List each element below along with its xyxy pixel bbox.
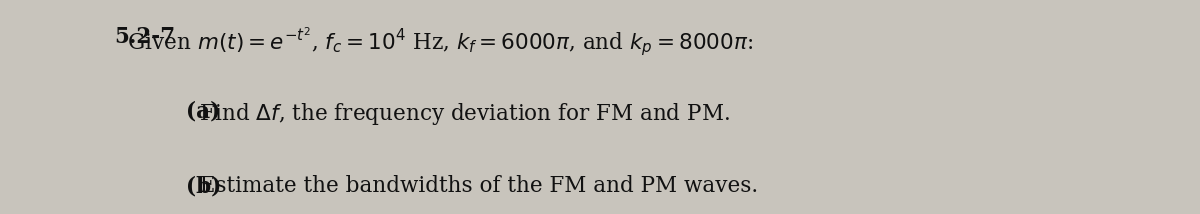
Text: Estimate the bandwidths of the FM and PM waves.: Estimate the bandwidths of the FM and PM… <box>186 175 758 198</box>
Text: 5.2-7: 5.2-7 <box>114 26 175 48</box>
Text: (b): (b) <box>186 175 221 198</box>
Text: Find $\Delta f$, the frequency deviation for FM and PM.: Find $\Delta f$, the frequency deviation… <box>186 101 730 126</box>
Text: Given $m(t) = e^{-t^2}$, $f_c = 10^4$ Hz, $k_f = 6000\pi$, and $k_p = 8000\pi$:: Given $m(t) = e^{-t^2}$, $f_c = 10^4$ Hz… <box>114 26 754 59</box>
Text: (a): (a) <box>186 101 221 123</box>
